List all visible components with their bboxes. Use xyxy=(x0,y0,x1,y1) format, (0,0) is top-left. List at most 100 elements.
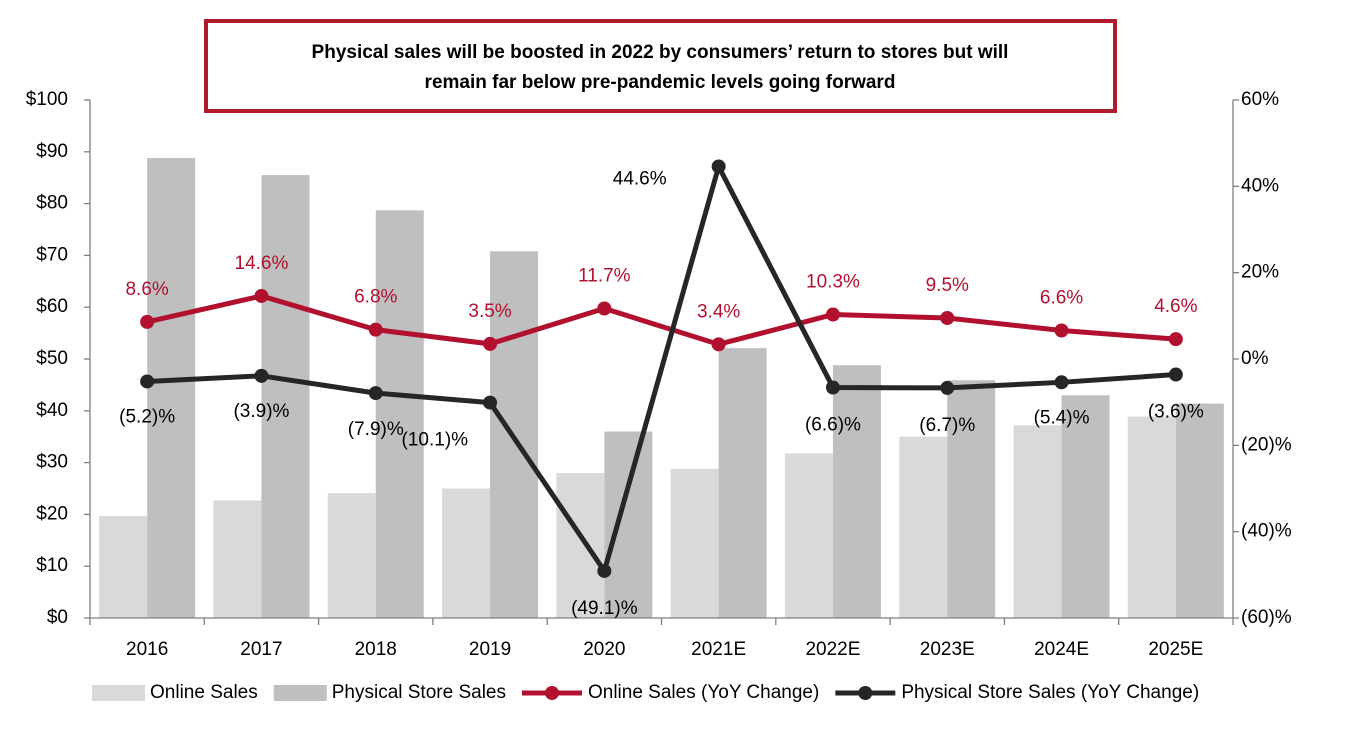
x-tick-label: 2025E xyxy=(1148,639,1203,660)
point xyxy=(940,310,955,325)
data-label: 9.5% xyxy=(926,275,969,296)
point xyxy=(711,159,726,174)
bar xyxy=(556,472,605,618)
x-tick-label: 2022E xyxy=(805,639,860,660)
y-tick-label: $60 xyxy=(36,296,68,317)
line xyxy=(147,159,1177,577)
y2-tick-label: (20)% xyxy=(1241,434,1292,455)
data-label: 8.6% xyxy=(125,279,168,300)
bar xyxy=(1175,403,1224,618)
y2-tick-label: 60% xyxy=(1241,89,1279,110)
legend-swatch xyxy=(92,685,145,701)
chart-title: Physical sales will be boosted in 2022 b… xyxy=(312,42,1009,63)
y-tick-label: $0 xyxy=(47,607,68,628)
legend-label: Online Sales (YoY Change) xyxy=(588,682,819,703)
x-tick-label: 2023E xyxy=(920,639,975,660)
bar xyxy=(261,175,310,619)
legend-swatch xyxy=(273,685,327,701)
point xyxy=(1168,332,1183,347)
bar xyxy=(375,210,424,619)
legend-label: Physical Store Sales (YoY Change) xyxy=(901,682,1199,703)
point xyxy=(1168,367,1183,382)
bar xyxy=(947,380,996,618)
data-label: 11.7% xyxy=(578,266,631,287)
point xyxy=(711,337,726,352)
y-tick-label: $40 xyxy=(36,400,68,421)
y-tick-label: $20 xyxy=(36,503,68,524)
x-tick-label: 2021E xyxy=(691,639,746,660)
point xyxy=(368,386,383,401)
x-tick-label: 2019 xyxy=(469,639,511,660)
point xyxy=(825,307,840,322)
bar xyxy=(1061,395,1110,618)
point xyxy=(254,288,269,303)
bar xyxy=(832,365,881,618)
bar xyxy=(604,431,653,618)
y-tick-label: $90 xyxy=(36,141,68,162)
data-label: (5.2)% xyxy=(119,406,175,427)
data-label: 6.8% xyxy=(354,287,397,308)
data-label: (5.4)% xyxy=(1034,407,1090,428)
data-label: 3.5% xyxy=(468,301,511,322)
y2-tick-label: 40% xyxy=(1241,175,1279,196)
bar xyxy=(442,488,491,618)
bar xyxy=(670,468,719,618)
point xyxy=(597,301,612,316)
bar xyxy=(1127,416,1176,618)
legend-label: Online Sales xyxy=(150,682,258,703)
title-box xyxy=(204,19,1117,113)
legend-swatch xyxy=(858,686,873,700)
data-label: 3.4% xyxy=(697,301,740,322)
point xyxy=(825,380,840,395)
y2-tick-label: (40)% xyxy=(1241,521,1292,542)
bar xyxy=(99,515,148,618)
bar xyxy=(327,493,376,618)
point xyxy=(368,322,383,337)
data-label: (10.1)% xyxy=(402,430,469,451)
data-label: (7.9)% xyxy=(348,419,404,440)
point xyxy=(140,374,155,389)
data-label: 4.6% xyxy=(1154,296,1197,317)
y-tick-label: $70 xyxy=(36,244,68,265)
legend-label: Physical Store Sales xyxy=(332,682,506,703)
y2-tick-label: 20% xyxy=(1241,262,1279,283)
x-tick-label: 2017 xyxy=(240,639,282,660)
x-tick-label: 2024E xyxy=(1034,639,1089,660)
point xyxy=(597,563,612,578)
data-label: 10.3% xyxy=(806,272,860,293)
y-tick-label: $100 xyxy=(26,89,68,110)
y-tick-label: $50 xyxy=(36,348,68,369)
point xyxy=(940,380,955,395)
data-label: 14.6% xyxy=(235,253,289,274)
point xyxy=(483,336,498,351)
data-label: 44.6% xyxy=(613,168,667,189)
point xyxy=(1054,323,1069,338)
bar xyxy=(718,348,767,618)
bar xyxy=(213,500,262,618)
chart-title: remain far below pre-pandemic levels goi… xyxy=(425,72,896,93)
y2-tick-label: 0% xyxy=(1241,348,1269,369)
data-label: (49.1)% xyxy=(571,598,638,619)
point xyxy=(483,395,498,410)
bar xyxy=(784,453,833,618)
data-label: (3.9)% xyxy=(233,401,289,422)
data-label: (3.6)% xyxy=(1148,402,1204,423)
data-label: 6.6% xyxy=(1040,288,1083,309)
line xyxy=(146,293,1177,347)
bar xyxy=(147,158,196,619)
bar xyxy=(899,436,948,618)
y-tick-label: $10 xyxy=(36,555,68,576)
point xyxy=(254,368,269,383)
x-tick-label: 2018 xyxy=(355,639,397,660)
y2-tick-label: (60)% xyxy=(1241,607,1292,628)
x-tick-label: 2020 xyxy=(583,639,625,660)
data-label: (6.7)% xyxy=(919,415,975,436)
x-tick-label: 2016 xyxy=(126,639,168,660)
bar xyxy=(1013,425,1062,618)
y-tick-label: $80 xyxy=(36,193,68,214)
data-label: (6.6)% xyxy=(805,415,861,436)
y-tick-label: $30 xyxy=(36,452,68,473)
point xyxy=(1054,375,1069,390)
point xyxy=(140,314,155,329)
